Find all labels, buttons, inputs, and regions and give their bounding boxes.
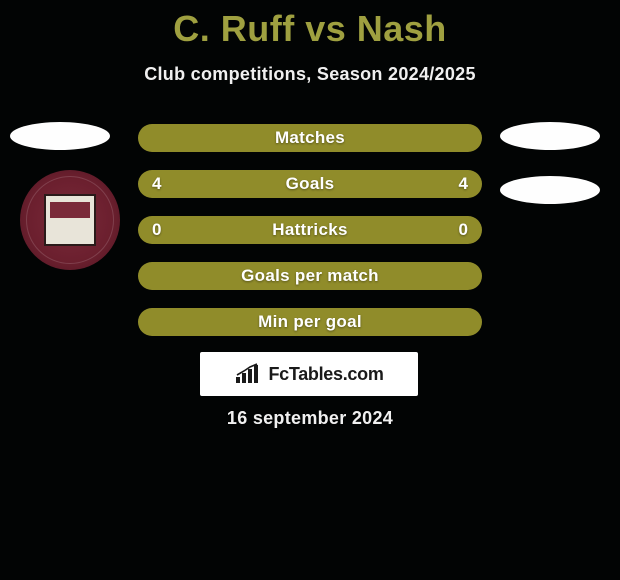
- stat-row-min-per-goal: Min per goal: [138, 308, 482, 336]
- stats-panel: Matches 4 Goals 4 0 Hattricks 0 Goals pe…: [138, 124, 482, 354]
- stat-right-value: 4: [459, 174, 468, 194]
- stat-label: Matches: [275, 128, 345, 148]
- club-badge: [20, 170, 120, 270]
- attribution-text: FcTables.com: [268, 364, 383, 385]
- chart-icon: [234, 363, 262, 385]
- stat-row-goals: 4 Goals 4: [138, 170, 482, 198]
- player-photo-right-2: [500, 176, 600, 204]
- attribution-link[interactable]: FcTables.com: [200, 352, 418, 396]
- player-photo-right-1: [500, 122, 600, 150]
- stat-label: Hattricks: [272, 220, 347, 240]
- stat-label: Goals per match: [241, 266, 379, 286]
- stat-row-hattricks: 0 Hattricks 0: [138, 216, 482, 244]
- stat-label: Min per goal: [258, 312, 362, 332]
- player-photo-left: [10, 122, 110, 150]
- stat-row-goals-per-match: Goals per match: [138, 262, 482, 290]
- page-subtitle: Club competitions, Season 2024/2025: [0, 64, 620, 85]
- stat-left-value: 4: [152, 174, 161, 194]
- stat-left-value: 0: [152, 220, 161, 240]
- page-title: C. Ruff vs Nash: [0, 0, 620, 50]
- stat-right-value: 0: [459, 220, 468, 240]
- stat-row-matches: Matches: [138, 124, 482, 152]
- stat-label: Goals: [286, 174, 335, 194]
- page-date: 16 september 2024: [0, 408, 620, 429]
